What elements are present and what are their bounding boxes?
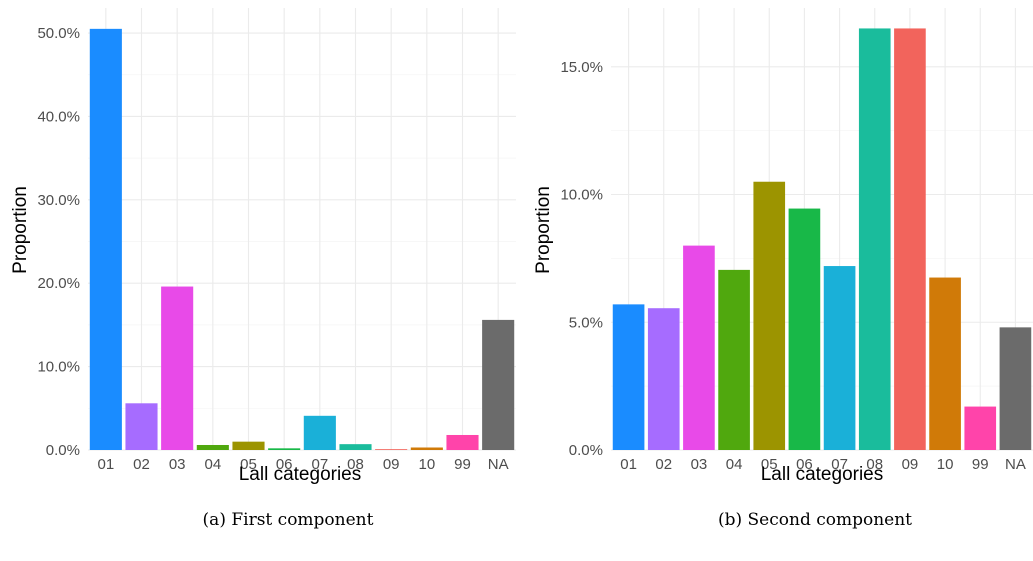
caption: (b) Second component	[718, 510, 912, 530]
bar-99	[446, 434, 479, 450]
bar-03	[161, 286, 194, 450]
x-tick-label: 05	[240, 456, 257, 473]
bar-04	[718, 269, 750, 450]
x-tick-label: 03	[169, 456, 186, 473]
x-tick-label: 08	[866, 456, 883, 473]
panel-b: 0.0% 5.0% 10.0% 15.0% 01 02 03 04 05 06 07 08 09 10 9…	[533, 8, 1033, 530]
x-tick-label: 07	[311, 456, 328, 473]
bar-09	[894, 28, 926, 451]
y-tick-label: 5.0%	[569, 314, 603, 331]
bar-07	[303, 415, 336, 450]
y-tick-label: 50.0%	[37, 25, 80, 42]
y-axis-title: Proportion	[533, 186, 554, 274]
bar-02	[647, 308, 680, 450]
bar-10	[410, 447, 443, 450]
y-tick-label: 30.0%	[37, 192, 80, 209]
bar-NA	[482, 319, 515, 450]
bar-05	[232, 441, 265, 450]
x-axis-title: Lall categories	[239, 464, 362, 485]
bar-08	[858, 28, 891, 451]
caption: (a) First component	[203, 510, 374, 530]
panel-a: 0.0% 10.0% 20.0% 30.0% 40.0% 50.0% 01 02 03 04 05…	[10, 8, 516, 530]
bar-01	[89, 28, 122, 450]
bar-03	[683, 245, 715, 450]
bar-06	[788, 208, 821, 450]
bar-02	[125, 403, 158, 450]
x-tick-label: NA	[488, 456, 509, 473]
bar-NA	[999, 327, 1032, 450]
x-tick-label: 07	[831, 456, 848, 473]
x-tick-label: 06	[276, 456, 293, 473]
x-tick-label: 99	[454, 456, 471, 473]
x-tick-label: 01	[97, 456, 114, 473]
x-tick-label: 08	[347, 456, 364, 473]
y-axis-title: Proportion	[10, 186, 31, 274]
y-tick-label: 10.0%	[37, 359, 80, 376]
x-tick-label: 09	[902, 456, 919, 473]
x-tick-label: 04	[726, 456, 743, 473]
x-axis-title: Lall categories	[761, 464, 884, 485]
x-tick-label: 01	[620, 456, 637, 473]
x-tick-label: NA	[1005, 456, 1026, 473]
x-tick-label: 10	[418, 456, 435, 473]
x-tick-label: 06	[796, 456, 813, 473]
x-tick-label: 04	[204, 456, 221, 473]
bar-05	[753, 181, 786, 450]
x-tick-label: 05	[761, 456, 778, 473]
y-tick-label: 10.0%	[560, 187, 603, 204]
y-tick-label: 15.0%	[560, 59, 603, 76]
y-tick-label: 20.0%	[37, 275, 80, 292]
y-tick-label: 40.0%	[37, 108, 80, 125]
bar-07	[823, 266, 856, 450]
y-tick-label: 0.0%	[46, 442, 80, 459]
bar-08	[339, 444, 372, 450]
x-tick-label: 99	[972, 456, 989, 473]
bar-04	[196, 444, 229, 450]
bar-10	[929, 277, 961, 450]
bar-09	[375, 449, 408, 450]
x-tick-label: 03	[691, 456, 708, 473]
y-tick-label: 0.0%	[569, 442, 603, 459]
bar-01	[612, 304, 645, 450]
bar-06	[268, 448, 301, 450]
x-tick-label: 02	[133, 456, 150, 473]
x-tick-label: 09	[383, 456, 400, 473]
x-tick-label: 02	[655, 456, 672, 473]
x-tick-label: 10	[937, 456, 954, 473]
bar-99	[964, 406, 997, 450]
